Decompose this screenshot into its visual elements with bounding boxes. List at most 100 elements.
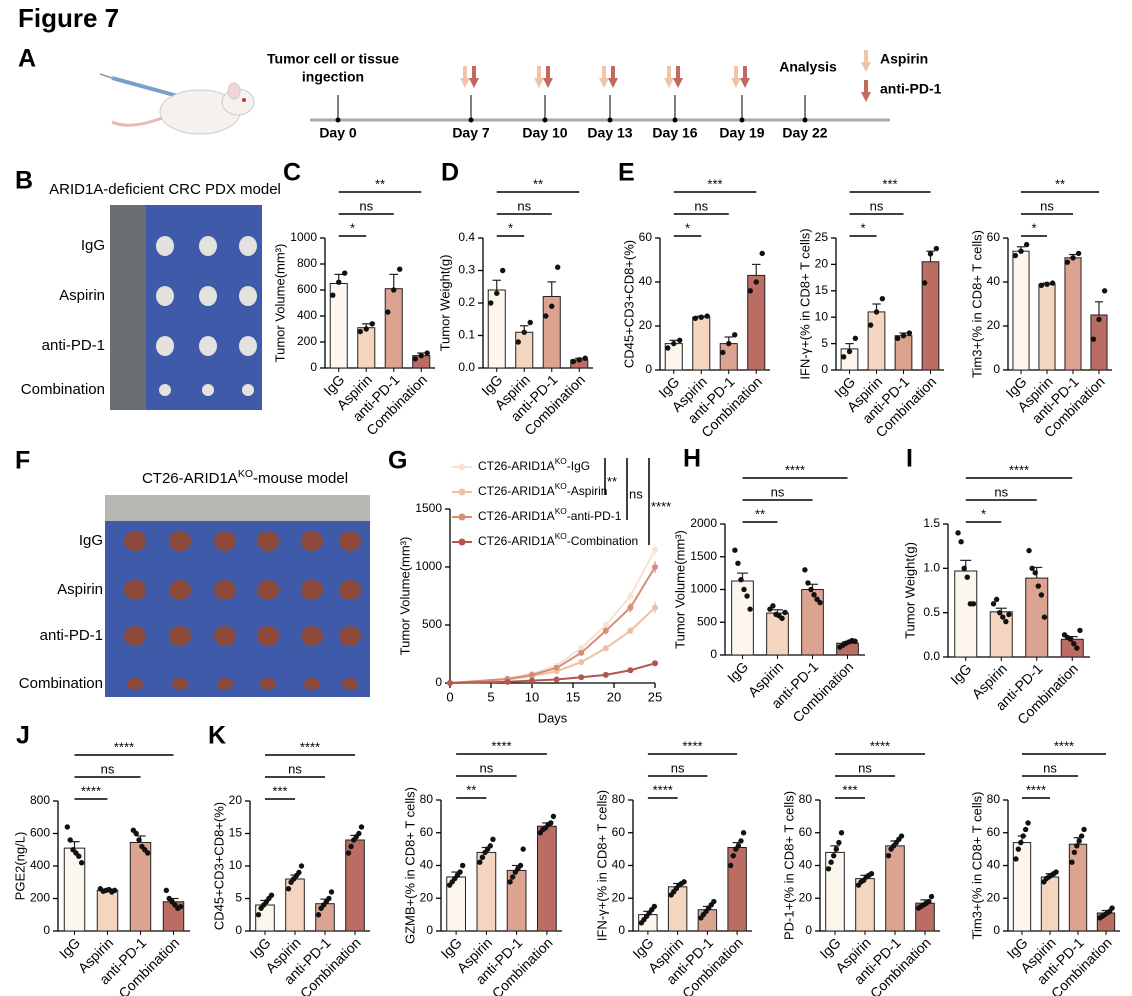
bar [384,288,403,369]
bar [867,311,886,371]
data-point [926,898,932,905]
y-tick-label: 0.0 [458,360,475,374]
y-tick-label: 40 [420,858,434,872]
tumor [301,531,323,551]
significance-label: **** [653,782,673,797]
y-tick-label: 0.0 [923,649,940,663]
tumor [257,580,279,600]
significance-label: ns [694,198,708,213]
y-tick-label: 20 [639,318,653,332]
significance-label: ns [359,198,373,213]
significance-label: **** [651,499,671,514]
y-tick-label: 0 [710,647,717,661]
x-tick-label: 5 [487,689,494,704]
day-label: Day 19 [719,125,764,141]
timeline-dot [607,117,613,123]
y-tick-label: 800 [30,793,50,807]
day-label: Day 22 [782,125,827,141]
data-point [494,290,500,296]
data-point [477,859,483,865]
y-tick-label: 80 [420,792,434,806]
data-point [671,340,677,347]
tumor [202,384,214,396]
panel-letter: G [388,447,407,475]
significance-label: ** [607,474,617,489]
data-point [363,326,369,332]
y-tick-label: 80 [987,792,1001,806]
data-point [1041,614,1048,620]
data-point [602,627,609,634]
data-point [852,335,859,342]
data-point [1071,849,1078,856]
y-tick-label: 0 [310,360,317,374]
significance-label: * [350,220,355,235]
photo [105,495,370,697]
tumor [124,531,146,551]
row-label: Aspirin [57,581,103,598]
y-tick-label: 0.4 [458,230,475,244]
tumor [214,626,236,646]
y-axis-label: PD-1+(% in CD8+ T cells) [781,791,796,940]
data-point [1006,611,1012,618]
data-point [698,314,704,320]
bar [1038,283,1056,371]
bar [1012,842,1032,932]
data-point [741,586,747,593]
tumor [169,580,191,600]
arrow-head [861,62,871,72]
significance-label: * [508,220,513,235]
y-tick-label: 0.5 [923,605,940,619]
data-point [348,843,354,850]
data-point [808,586,814,593]
data-point [504,678,511,685]
significance-label: ns [671,760,685,775]
data-point [846,348,853,355]
bar [921,261,940,371]
data-point [529,677,535,684]
y-tick-label: 0 [435,675,442,689]
tumor [339,626,361,646]
timeline-dot [542,117,548,123]
significance-label: ns [629,486,643,501]
data-point [651,903,658,910]
legend-label: CT26-ARID1AKO-Combination [478,531,638,548]
bar [515,331,534,369]
y-tick-label: 0 [43,923,50,937]
data-point [1038,592,1045,598]
data-point [578,645,585,652]
significance-label: **** [81,783,101,798]
photo-title: ARID1A-deficient CRC PDX model [49,181,281,198]
tumor [124,580,146,600]
bar [885,845,905,932]
data-point [1018,839,1024,846]
y-tick-label: 1.0 [923,561,940,575]
y-axis-label: Tumor Volume(mm³) [672,530,687,649]
timeline-dot [468,117,474,123]
y-tick-label: 0 [993,362,1000,376]
tumor [127,678,143,690]
tumor [169,626,191,646]
data-point [677,337,683,343]
row-label: Aspirin [59,287,105,304]
y-tick-label: 1500 [415,501,442,515]
series-line [449,566,656,684]
data-point [836,839,842,846]
y-tick-label: 0.1 [458,328,475,342]
data-point [1049,280,1056,286]
data-point [747,606,753,612]
y-axis-label: CD45+CD3+CD8+(%) [211,802,226,930]
mouse-illustration [99,73,255,135]
panel-letter: A [18,45,36,73]
data-point [78,860,85,866]
tumor [169,531,191,551]
y-tick-label: 40 [612,858,626,872]
significance-label: ** [755,506,765,521]
bar [1040,876,1060,932]
data-point [356,830,362,837]
data-point [990,601,997,607]
panel-letter: J [16,722,30,750]
x-tick-label: IgG [56,934,83,961]
data-point [825,866,832,872]
arrow-head [740,78,750,88]
data-point [779,615,785,622]
